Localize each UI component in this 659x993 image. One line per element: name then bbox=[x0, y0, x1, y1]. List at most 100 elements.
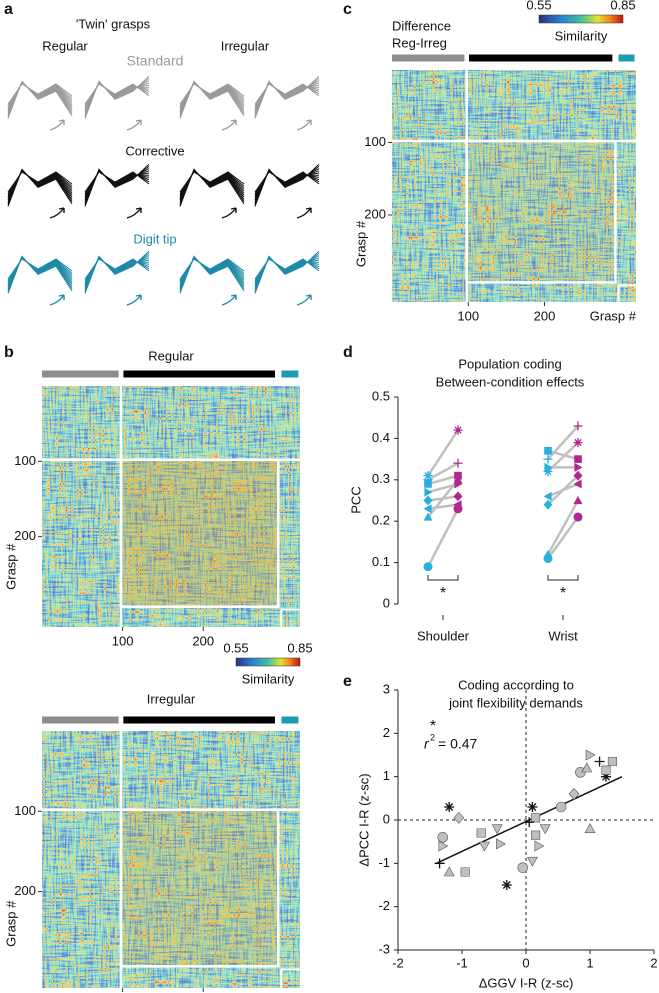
marker bbox=[424, 487, 433, 497]
pair-line bbox=[427, 462, 459, 481]
x-tick-label: 2 bbox=[650, 955, 657, 970]
pair-line bbox=[547, 482, 579, 498]
marker bbox=[607, 756, 617, 767]
marker bbox=[543, 454, 553, 464]
arm-sketch bbox=[7, 168, 73, 205]
marker bbox=[601, 771, 611, 782]
arm-sketch bbox=[7, 255, 73, 294]
pair-line bbox=[427, 503, 459, 511]
y-tick-label: 0.5 bbox=[372, 388, 390, 403]
x-axis-label: Grasp # bbox=[590, 308, 637, 323]
marker bbox=[573, 438, 583, 448]
pair-line bbox=[547, 425, 579, 460]
y-axis-label: ΔPCC I-R (z-sc) bbox=[356, 773, 371, 866]
y-tick-label: 0.2 bbox=[372, 513, 390, 528]
marker bbox=[434, 858, 445, 869]
marker bbox=[460, 867, 470, 877]
arm-sketch bbox=[254, 250, 320, 294]
y-tick-label: 200 bbox=[364, 206, 386, 221]
arm-sketch bbox=[254, 252, 320, 292]
annotation-star: * bbox=[430, 718, 436, 735]
marker bbox=[423, 495, 433, 506]
significance-label: * bbox=[560, 585, 566, 602]
pair-line bbox=[426, 429, 460, 477]
x-tick-label: 100 bbox=[457, 308, 479, 323]
arm-sketch bbox=[179, 255, 245, 292]
group-bar bbox=[42, 370, 119, 378]
y-axis-label: Grasp # bbox=[3, 900, 18, 947]
marker bbox=[531, 830, 541, 840]
marker bbox=[543, 491, 552, 501]
pair-line bbox=[427, 474, 459, 486]
arm-sketch bbox=[7, 255, 73, 292]
panel-title: 'Twin' grasps bbox=[76, 16, 151, 31]
column-label: Irregular bbox=[221, 38, 270, 53]
chart-title: Irregular bbox=[147, 691, 196, 706]
marker bbox=[496, 838, 507, 850]
pair-line bbox=[547, 449, 579, 461]
chart-title: joint flexibility demands bbox=[448, 695, 583, 710]
y-axis-label: PCC bbox=[348, 486, 363, 513]
x-tick-label: 0 bbox=[522, 955, 529, 970]
heatmap-tint bbox=[121, 809, 279, 967]
heatmap-cells bbox=[392, 70, 636, 302]
marker bbox=[568, 788, 580, 800]
annotation-value: = 0.47 bbox=[438, 736, 478, 752]
marker bbox=[573, 512, 583, 522]
y-axis-label: Grasp # bbox=[3, 543, 18, 590]
annotation-r: r bbox=[424, 736, 430, 752]
colorbar-tick-label: 0.55 bbox=[223, 640, 248, 655]
y-tick-label: 2 bbox=[383, 725, 390, 740]
y-tick-label: -2 bbox=[378, 898, 390, 913]
marker bbox=[476, 828, 486, 838]
arm-sketch bbox=[84, 250, 150, 294]
arrow bbox=[296, 294, 312, 306]
arm-sketch bbox=[179, 255, 245, 294]
marker bbox=[555, 801, 567, 813]
marker bbox=[543, 553, 553, 563]
pair-line bbox=[426, 508, 460, 568]
marker bbox=[573, 479, 582, 489]
x-tick-label: Shoulder bbox=[417, 628, 470, 643]
colorbar-tick-label: 0.85 bbox=[610, 0, 635, 12]
arrow bbox=[126, 119, 142, 131]
chart-title: Difference bbox=[392, 18, 451, 33]
significance-bracket bbox=[427, 575, 459, 581]
y-tick-label: -1 bbox=[378, 855, 390, 870]
x-tick-label: 1 bbox=[586, 955, 593, 970]
marker bbox=[526, 856, 538, 867]
marker bbox=[443, 866, 455, 877]
arm-sketch bbox=[7, 80, 73, 117]
chart-title: Reg-Irreg bbox=[392, 35, 447, 50]
y-tick-label: 100 bbox=[14, 453, 36, 468]
significance-bracket bbox=[547, 575, 579, 581]
marker bbox=[574, 462, 583, 472]
marker bbox=[573, 496, 583, 505]
arrow bbox=[49, 119, 65, 131]
marker bbox=[527, 802, 538, 812]
marker bbox=[517, 862, 529, 873]
y-tick-label: 3 bbox=[383, 681, 390, 696]
arm-sketch bbox=[7, 80, 73, 119]
marker bbox=[453, 425, 463, 435]
marker bbox=[543, 467, 553, 477]
row-label: Corrective bbox=[125, 143, 184, 158]
arm-sketch bbox=[179, 168, 245, 207]
group-divider bbox=[119, 458, 280, 608]
arrow bbox=[126, 294, 142, 306]
marker bbox=[453, 458, 463, 468]
x-tick-label: 200 bbox=[192, 633, 214, 648]
x-axis-label: ΔGGV I-R (z-sc) bbox=[479, 975, 574, 990]
marker bbox=[594, 756, 605, 767]
colorbar bbox=[538, 14, 624, 24]
column-label: Regular bbox=[42, 38, 88, 53]
arm-sketch bbox=[84, 165, 150, 205]
chart-title: Between-condition effects bbox=[436, 374, 585, 389]
marker bbox=[585, 749, 596, 761]
x-tick-label: -2 bbox=[392, 955, 404, 970]
arm-sketch bbox=[179, 80, 245, 117]
arrow bbox=[296, 119, 312, 131]
marker bbox=[478, 841, 490, 852]
y-tick-label: 100 bbox=[364, 134, 386, 149]
